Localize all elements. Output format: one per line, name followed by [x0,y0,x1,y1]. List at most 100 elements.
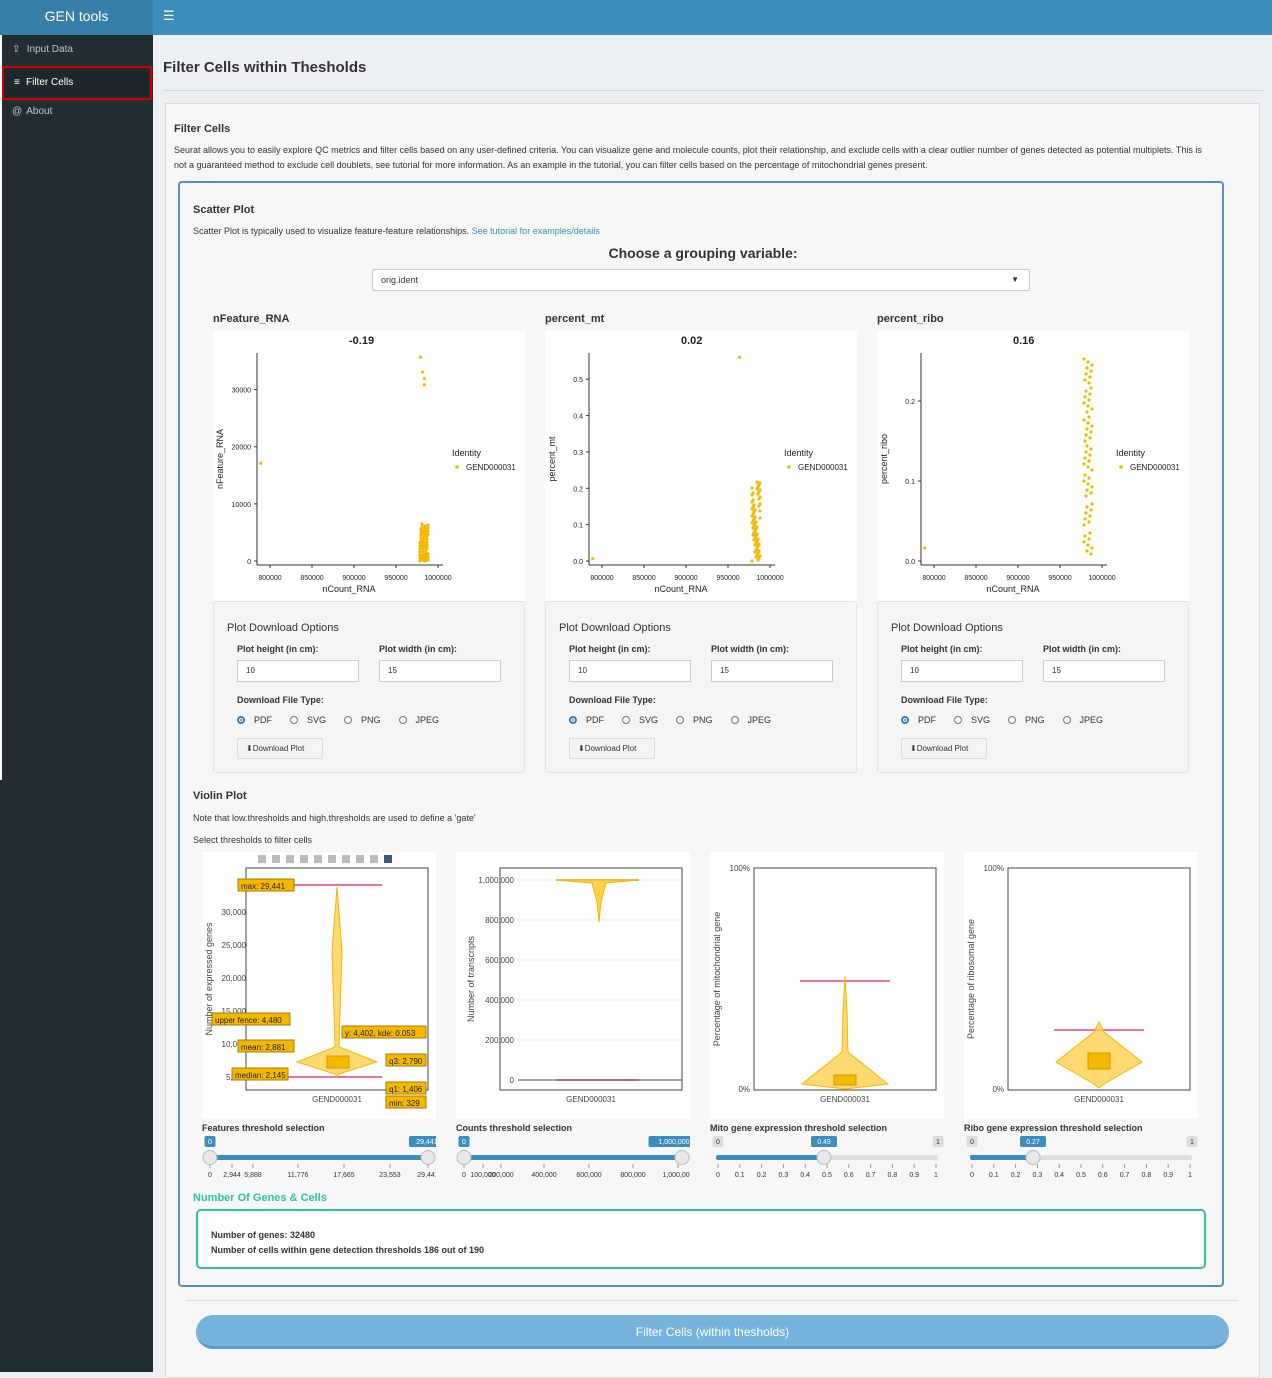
y-tick-label: 100% [984,864,1004,873]
y-tick-label: 0.4 [573,414,583,421]
app-title[interactable]: GEN tools [0,0,153,35]
slider-tick-label: 0.2 [1011,1172,1021,1179]
sidebar-item-input-data[interactable]: ⇪ Input Data [2,35,152,65]
data-point [418,547,422,551]
zoom-icon[interactable] [272,855,280,863]
violin-plot: 5,00010,00015,00020,00025,00030,000Numbe… [202,852,436,1119]
slider-tick-label: 0.4 [1054,1172,1064,1179]
radio-pdf[interactable]: PDF [569,715,613,725]
x-tick-label: 900000 [1006,575,1029,582]
radio-button[interactable] [730,716,739,724]
width-input[interactable]: 15 [379,660,501,682]
height-input[interactable]: 10 [901,660,1023,682]
slider-tick-label: 0 [208,1172,212,1179]
slider-handle-low[interactable] [456,1150,472,1165]
slider-tick-label: 5,888 [244,1172,262,1179]
correlation-label: -0.19 [349,335,374,347]
y-tick-label: 0% [738,1085,750,1094]
slider-tick-label: 0.4 [800,1172,810,1179]
pan-icon[interactable] [286,855,294,863]
data-point [1090,468,1094,472]
download-plot-button[interactable]: ⬇Download Plot [901,738,987,759]
legend-label: GEND000031 [798,463,848,472]
radio-button[interactable] [901,716,909,724]
divider [163,90,1263,91]
spike-icon[interactable] [356,855,364,863]
radio-button[interactable] [1062,716,1071,724]
slider-tick-label: 800,000 [620,1172,645,1179]
radio-svg[interactable]: SVG [290,715,335,725]
radio-button[interactable] [398,716,407,724]
radio-button[interactable] [954,716,962,724]
hover-tooltip [341,1025,427,1039]
download-plot-button[interactable]: ⬇Download Plot [237,738,323,759]
autoscale-icon[interactable] [328,855,336,863]
radio-svg[interactable]: SVG [622,715,667,725]
grouping-select[interactable]: orig.ident ▼ [372,269,1030,291]
data-point [422,376,426,381]
threshold-slider[interactable]: 0 1,000,000 0 100,000 200,000 400,000 600,000 8… [456,1135,700,1180]
data-point [1083,534,1087,538]
data-point [418,544,422,548]
data-point [419,527,423,531]
tooltip-text: min: 329 [389,1099,420,1108]
x-axis-label: nCount_RNA [654,584,707,594]
sidebar-item-filter-cells[interactable]: ≡ Filter Cells [2,66,152,100]
radio-svg[interactable]: SVG [954,715,999,725]
x-tick-label: 800000 [922,575,945,582]
data-point [1084,372,1088,376]
camera-icon[interactable] [258,855,266,863]
threshold-slider[interactable]: 0 0.49 1 0 0.1 0.2 0.3 0.4 0.5 0.6 0.7 0.8 0.9 1 [710,1135,944,1180]
radio-png[interactable]: PNG [676,715,722,725]
radio-button[interactable] [290,716,298,724]
radio-button[interactable] [569,716,577,724]
threshold-slider-label: Mito gene expression threshold selection [710,1123,888,1133]
radio-jpeg[interactable]: JPEG [730,715,781,725]
sidebar-item-about[interactable]: @ About [2,97,152,127]
radio-pdf[interactable]: PDF [237,715,281,725]
main-content: Filter Cells within Thesholds Filter Cel… [153,35,1272,1378]
threshold-slider[interactable]: 0 29,441 0 2,944 5,888 11,776 17,665 23,553 29,4… [202,1135,445,1180]
home-icon[interactable] [342,855,350,863]
radio-button[interactable] [237,716,245,724]
legend-title: Identity [784,448,814,458]
scatter-chart-svg: 0.02 0.0 0.1 0.2 0.3 0.4 0.5 800000 850000 900000… [547,335,848,594]
radio-button[interactable] [1008,716,1017,724]
tooltip-text: median: 2,145 [235,1071,286,1080]
slider-handle[interactable] [816,1150,832,1165]
slider-handle[interactable] [1025,1150,1041,1165]
height-input[interactable]: 10 [569,660,691,682]
tutorial-link[interactable]: See tutorial for examples/details [471,226,600,236]
zoom-in-icon[interactable] [300,855,308,863]
slider-value-label-text: 0.49 [817,1139,831,1146]
radio-button[interactable] [676,716,685,724]
slider-handle-low[interactable] [202,1150,218,1165]
threshold-slider[interactable]: 0 0.27 1 0 0.1 0.2 0.3 0.4 0.5 0.6 0.7 0.8 0.9 1 [964,1135,1198,1180]
violin-chart-svg: 5,00010,00015,00020,00025,00030,000Numbe… [204,855,429,1109]
radio-png[interactable]: PNG [1008,715,1054,725]
scatter-plot: 0.16 0.0 0.1 0.2 800000 850000 900000 950000 100… [877,331,1189,601]
width-input[interactable]: 15 [1043,660,1165,682]
plotly-logo-icon[interactable] [384,855,392,863]
slider-handle-high[interactable] [420,1150,436,1165]
radio-pdf[interactable]: PDF [901,715,945,725]
radio-button[interactable] [344,716,353,724]
height-input[interactable]: 10 [237,660,359,682]
plot-frame [499,867,683,1091]
slider-handle-high[interactable] [674,1150,690,1165]
download-options-title: Plot Download Options [227,622,339,634]
zoom-out-icon[interactable] [314,855,322,863]
radio-png[interactable]: PNG [344,715,390,725]
filter-cells-button[interactable]: Filter Cells (within thesholds) [196,1315,1229,1349]
compare-icon[interactable] [370,855,378,863]
radio-button[interactable] [622,716,630,724]
bars-icon[interactable]: ☰ [163,8,175,23]
download-plot-button[interactable]: ⬇Download Plot [569,738,655,759]
radio-jpeg[interactable]: JPEG [398,715,449,725]
data-point [424,542,428,546]
data-point [426,558,430,562]
radio-jpeg[interactable]: JPEG [1062,715,1113,725]
y-tick-label: 0% [992,1085,1004,1094]
data-point [1089,447,1093,451]
width-input[interactable]: 15 [711,660,833,682]
